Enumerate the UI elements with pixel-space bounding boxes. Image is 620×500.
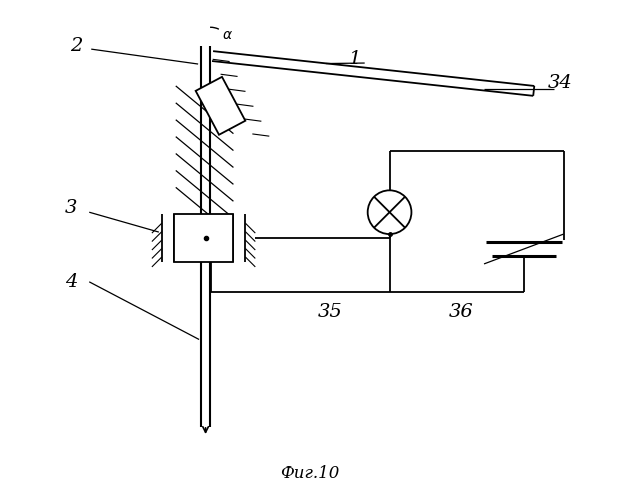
Text: 1: 1 xyxy=(348,50,361,68)
Text: 36: 36 xyxy=(449,302,474,320)
Text: 4: 4 xyxy=(65,273,78,291)
Bar xyxy=(174,214,233,262)
Text: Фиг.10: Фиг.10 xyxy=(280,465,340,482)
Text: 2: 2 xyxy=(70,37,82,55)
Text: 35: 35 xyxy=(317,302,342,320)
Polygon shape xyxy=(196,77,246,135)
Text: $\alpha$: $\alpha$ xyxy=(222,28,233,42)
Text: 34: 34 xyxy=(548,74,573,92)
Text: 3: 3 xyxy=(65,199,78,217)
